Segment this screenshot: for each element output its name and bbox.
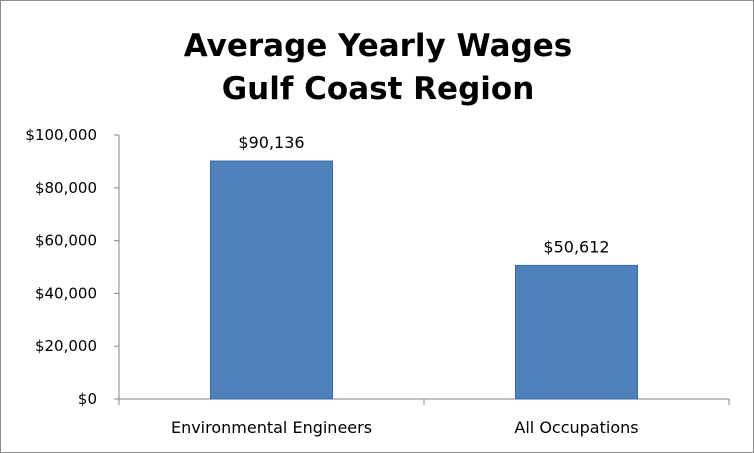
chart-title-line-1: Average Yearly Wages [184,28,572,64]
bars [210,160,638,400]
y-tick-label: $40,000 [35,284,97,302]
y-tick-label: $0 [78,390,97,408]
x-category-label: All Occupations [514,418,638,437]
y-tick-label: $60,000 [35,232,97,250]
y-tick-label: $100,000 [25,126,97,144]
data-labels: $90,136 $50,612 [238,133,609,256]
bar-data-label: $90,136 [238,133,304,152]
y-tick-label: $80,000 [35,179,97,197]
bar [515,264,638,400]
bar [210,160,333,400]
chart-title-line-2: Gulf Coast Region [222,71,535,107]
axes: $0 $20,000 $40,000 $60,000 $80,000 $100,000 En… [25,126,730,437]
y-tick-label: $20,000 [35,337,97,355]
bar-data-label: $50,612 [543,237,609,256]
chart-title: Average Yearly Wages Gulf Coast Region [184,28,572,107]
x-category-label: Environmental Engineers [171,418,372,437]
